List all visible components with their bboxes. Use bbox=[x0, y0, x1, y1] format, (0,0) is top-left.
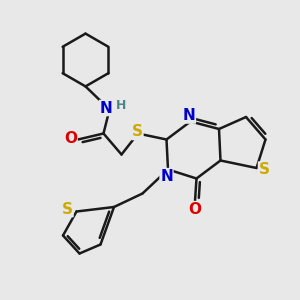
Text: N: N bbox=[183, 108, 195, 123]
Text: S: S bbox=[259, 162, 269, 177]
Text: N: N bbox=[160, 169, 173, 184]
Text: H: H bbox=[116, 99, 126, 112]
Text: S: S bbox=[132, 124, 143, 140]
Text: S: S bbox=[62, 202, 73, 217]
Text: O: O bbox=[64, 130, 77, 146]
Text: O: O bbox=[188, 202, 202, 217]
Text: N: N bbox=[100, 100, 112, 116]
